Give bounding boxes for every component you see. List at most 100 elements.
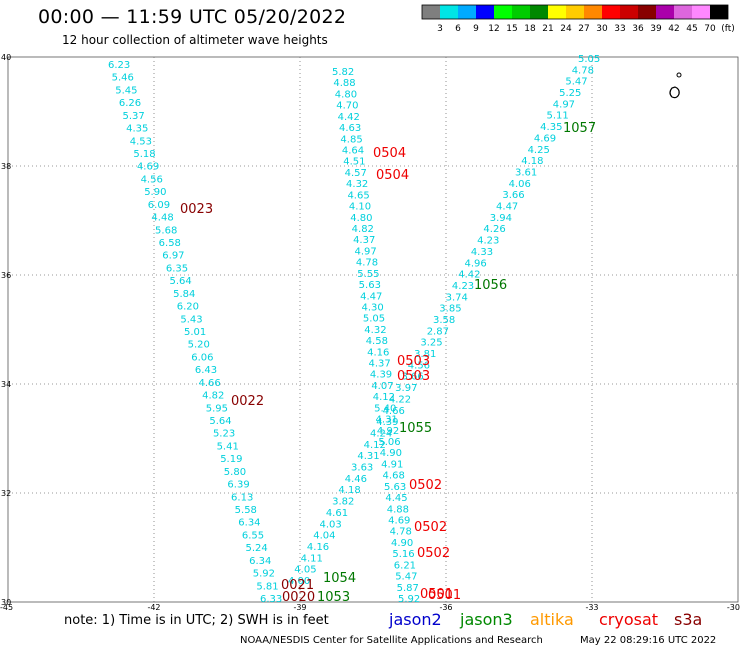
- wave-height-label: 5.11: [546, 111, 568, 122]
- pass-time-label: 0501: [420, 587, 453, 602]
- pass-time-label: 0020: [282, 590, 315, 605]
- colorbar-swatch: [458, 5, 476, 19]
- wave-height-label: 4.78: [572, 65, 594, 76]
- wave-height-label: 4.69: [388, 516, 410, 527]
- x-axis-tick-label: -36: [439, 603, 452, 612]
- footer-timestamp: May 22 08:29:16 UTC 2022: [580, 635, 717, 646]
- sat-legend-jason3: jason3: [460, 610, 513, 629]
- sat-legend-jason2: jason2: [389, 610, 442, 629]
- colorbar-tick-label: 42: [668, 24, 679, 34]
- wave-height-label: 3.97: [395, 383, 417, 394]
- colorbar-swatch: [620, 5, 638, 19]
- colorbar-tick-label: 33: [614, 24, 625, 34]
- wave-height-label: 4.45: [385, 493, 407, 504]
- wave-height-label: 4.46: [345, 474, 367, 485]
- wave-height-label: 4.66: [383, 406, 405, 417]
- wave-height-label: 4.92: [377, 426, 399, 437]
- colorbar-tick-label: 9: [473, 24, 479, 34]
- pass-time-label: 1054: [323, 571, 356, 586]
- wave-height-label: 3.74: [446, 292, 468, 303]
- wave-height-label: 4.96: [465, 258, 487, 269]
- wave-height-label: 4.11: [301, 553, 323, 564]
- wave-height-label: 4.48: [151, 213, 173, 224]
- map-frame: -45 -42 -39 -36 -33 -30 40 38 36 34 32 30: [0, 53, 740, 612]
- colorbar-tick-label: 30: [596, 24, 608, 34]
- plot-border: [7, 56, 739, 603]
- wave-height-label: 6.97: [162, 251, 184, 262]
- wave-height-label: 3.81: [414, 349, 436, 360]
- pass-time-label: 1053: [317, 590, 350, 605]
- wave-height-label: 5.25: [559, 88, 581, 99]
- sat-legend-s3a: s3a: [674, 610, 703, 629]
- y-axis-tick-label: 34: [1, 380, 11, 389]
- pass-time-label: 0504: [373, 146, 406, 161]
- wave-height-label: 5.05: [363, 314, 385, 325]
- colorbar-swatch: [476, 5, 494, 19]
- colorbar-tick-label: 45: [686, 24, 697, 34]
- wave-height-label: 4.25: [528, 145, 550, 156]
- colorbar-swatch: [656, 5, 674, 19]
- x-axis-tick-label: -45: [0, 603, 13, 612]
- wave-height-label: 3.25: [420, 338, 442, 349]
- colorbar-swatch: [566, 5, 584, 19]
- pass-time-label: 0503: [397, 354, 430, 369]
- wave-height-label: 3.61: [515, 167, 537, 178]
- wave-height-label: 6.58: [159, 238, 181, 249]
- wave-height-label: 2.87: [427, 326, 449, 337]
- colorbar-swatch: [512, 5, 530, 19]
- wave-height-label: 4.69: [534, 133, 556, 144]
- wave-height-label: 4.22: [389, 394, 411, 405]
- wave-height-label: 4.61: [326, 508, 348, 519]
- wave-height-label: 6.20: [177, 302, 199, 313]
- wave-height-label: 4.47: [496, 202, 518, 213]
- wave-height-label: 5.80: [224, 467, 246, 478]
- wave-height-label: 5.63: [384, 482, 406, 493]
- wave-height-label: 4.39: [376, 417, 398, 428]
- wave-height-label: 6.26: [119, 98, 141, 109]
- wave-height-label: 6.39: [227, 480, 249, 491]
- colorbar-swatch: [422, 5, 440, 19]
- wave-height-label: 4.18: [338, 485, 360, 496]
- wave-height-label: 4.64: [342, 145, 364, 156]
- wave-height-label: 5.24: [246, 543, 268, 554]
- wave-height-label: 5.84: [173, 289, 195, 300]
- colorbar-swatch: [494, 5, 512, 19]
- chart-subtitle: 12 hour collection of altimeter wave hei…: [62, 33, 328, 47]
- footer-organization: NOAA/NESDIS Center for Satellite Applica…: [240, 635, 543, 646]
- wave-height-label: 4.97: [553, 99, 575, 110]
- wave-height-label: 5.90: [144, 187, 166, 198]
- color-scale-legend: 3 6 9 12 15 18 21 24 27 30 33 36 39 42 45 70 (ft): [421, 4, 735, 34]
- wave-height-label: 5.55: [357, 269, 379, 280]
- wave-height-label: 3.82: [332, 497, 354, 508]
- wave-height-label: 4.57: [345, 168, 367, 179]
- pass-time-label: 0501: [428, 588, 461, 603]
- y-axis-tick-label: 32: [1, 489, 11, 498]
- wave-height-label: 4.03: [320, 519, 342, 530]
- wave-height-label: 4.06: [509, 179, 531, 190]
- wave-height-label: 4.58: [366, 336, 388, 347]
- colorbar-swatch: [530, 5, 548, 19]
- wave-height-label: 4.82: [202, 391, 224, 402]
- wave-height-label: 5.43: [180, 314, 202, 325]
- sat-legend-altika: altika: [530, 610, 574, 629]
- wave-height-label: 4.82: [352, 224, 374, 235]
- wave-height-label: 5.16: [392, 549, 414, 560]
- wave-height-label: 4.12: [373, 392, 395, 403]
- wave-height-label: 3.94: [490, 213, 512, 224]
- wave-height-label: 4.16: [367, 347, 389, 358]
- wave-height-label: 4.37: [369, 359, 391, 370]
- x-axis-tick-label: -30: [727, 603, 740, 612]
- wave-height-label: 4.10: [349, 202, 371, 213]
- colorbar-border: [421, 4, 729, 20]
- colorbar-swatch: [548, 5, 566, 19]
- colorbar-tick-label: 12: [488, 24, 499, 34]
- wave-height-label: 4.04: [313, 531, 335, 542]
- wave-height-label: 6.06: [191, 352, 213, 363]
- altimeter-tracks: 6.235.465.456.265.374.354.535.184.694.56…: [108, 54, 600, 605]
- wave-height-label: 5.95: [206, 403, 228, 414]
- pass-time-label: 1057: [563, 121, 596, 136]
- colorbar-swatch: [710, 5, 728, 19]
- wave-height-label: 4.05: [294, 565, 316, 576]
